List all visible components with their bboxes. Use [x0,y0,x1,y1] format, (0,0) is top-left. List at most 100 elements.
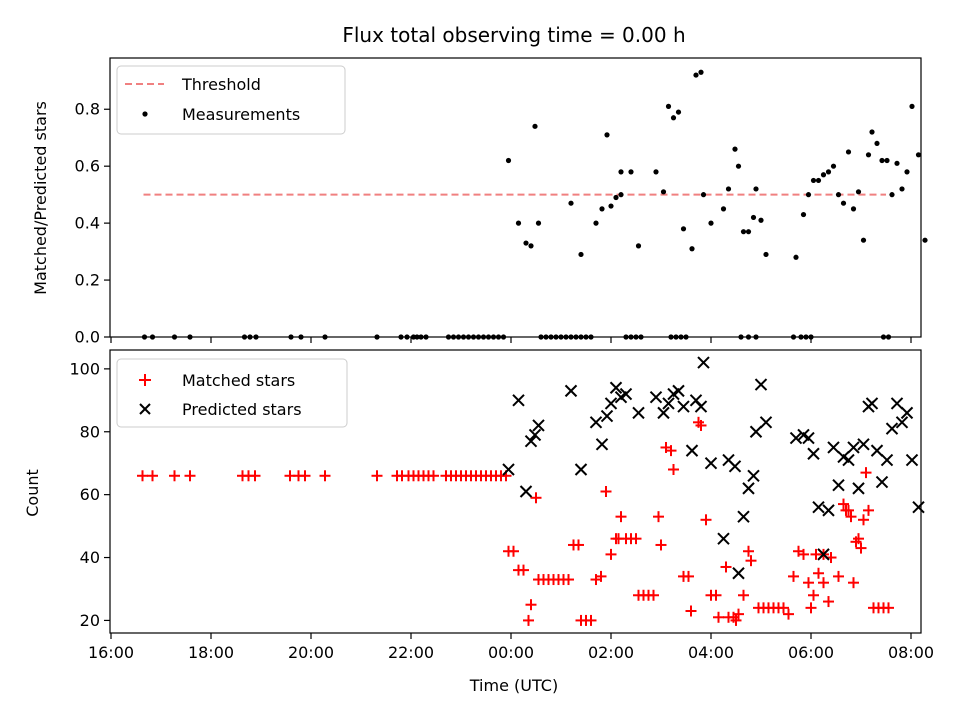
bottom-xtick-label: 06:00 [788,643,834,662]
predicted-star-point [802,431,815,445]
measurement-point [613,194,619,201]
predicted-star-point [842,453,855,467]
predicted-star-point [564,384,578,398]
predicted-star-stroke-b [694,400,708,413]
predicted-star-point [524,434,538,448]
matched-star-point [848,577,859,589]
predicted-star-stroke-b [737,510,750,523]
measurement-point [689,246,695,252]
legend-predicted-swatch [139,403,151,415]
predicted-star-stroke-b [870,444,884,457]
predicted-star-stroke-b [717,532,730,545]
predicted-star-point [512,394,525,407]
measurement-point [803,334,809,340]
predicted-star-point [832,479,845,492]
predicted-star-stroke-b [852,482,865,495]
predicted-star-stroke-b [649,390,663,404]
measurement-point [869,129,875,135]
measurement-point [578,334,584,340]
predicted-star-point [662,397,675,410]
bottom-xtick-label: 00:00 [488,643,534,662]
measurement-point [495,334,502,340]
bottom-ytick-label: 60 [80,485,100,504]
bottom-xtick-label: 20:00 [288,643,334,662]
matched-star-point [523,614,534,626]
predicted-star-point [759,416,773,429]
predicted-star-stroke-b [732,567,745,580]
predicted-star-point [728,460,742,473]
predicted-star-stroke-b [502,463,515,476]
measurement-point [578,251,584,258]
measurement-point [423,334,429,340]
matched-star-point [883,602,894,614]
matched-star-point [788,570,799,582]
measurement-point [535,220,542,226]
measurement-point [465,334,472,340]
predicted-star-point [875,475,889,489]
measurement-point [894,160,900,166]
measurement-point [558,334,564,340]
measurement-point [455,334,462,340]
bottom-ytick-label: 100 [69,359,100,378]
measurement-point [793,254,799,260]
measurement-point [725,186,732,192]
top-yticks: 0.0 0.2 0.4 0.6 0.8 [75,100,110,347]
matched-star-point [823,596,834,608]
matched-star-point [808,589,819,601]
matched-star-point [743,545,754,557]
predicted-star-stroke-b [890,397,904,410]
predicted-star-stroke-b [662,397,675,410]
measurement-point [750,214,757,221]
matched-star-point [738,589,749,601]
matched-star-point [518,564,529,576]
matched-star-point [713,611,724,623]
measurement-point [374,334,380,340]
measurement-point [450,334,457,340]
predicted-star-stroke-b [842,453,855,467]
measurement-point [583,334,589,340]
measurement-point [740,229,747,235]
measurement-point [673,334,679,340]
predicted-star-point [519,485,533,498]
predicted-star-stroke-b [857,438,870,451]
predicted-star-point [619,387,633,401]
measurement-point [845,149,852,155]
measurement-point [790,334,797,340]
matched-star-point [595,570,607,582]
predicted-star-point [649,390,663,404]
predicted-star-stroke-b [619,387,633,401]
predicted-star-stroke-b [885,422,899,435]
measurement-point [141,334,148,340]
legend-threshold-label: Threshold [181,75,261,94]
matched-star-point [668,463,679,475]
predicted-star-point [604,397,618,410]
predicted-star-point [717,532,730,545]
predicted-star-point [885,422,899,435]
predicted-stars-points [502,356,925,580]
measurement-point [445,334,452,340]
measurement-point [149,334,156,340]
measurement-point [532,123,538,129]
predicted-star-point [609,381,623,394]
measurement-point [253,334,259,340]
predicted-star-point [657,406,670,420]
measurement-point [241,334,248,340]
measurement-point [670,115,677,121]
matched-star-point [803,577,814,589]
bottom-ytick-label: 40 [80,548,100,567]
measurement-point [825,169,832,175]
measurement-point [915,152,922,158]
predicted-star-stroke-b [895,416,909,429]
matched-star-point [840,504,852,516]
predicted-star-point [890,397,904,410]
measurement-point [460,334,467,340]
top-ytick-label: 0.2 [75,271,100,290]
measurement-point [850,206,857,212]
predicted-star-stroke-b [832,479,845,492]
predicted-star-point [502,463,515,476]
predicted-star-point [747,469,760,482]
bottom-ytick-label: 20 [80,611,100,630]
matched-star-point [249,470,261,482]
predicted-star-stroke-b [822,504,835,517]
measurement-point [698,69,704,75]
